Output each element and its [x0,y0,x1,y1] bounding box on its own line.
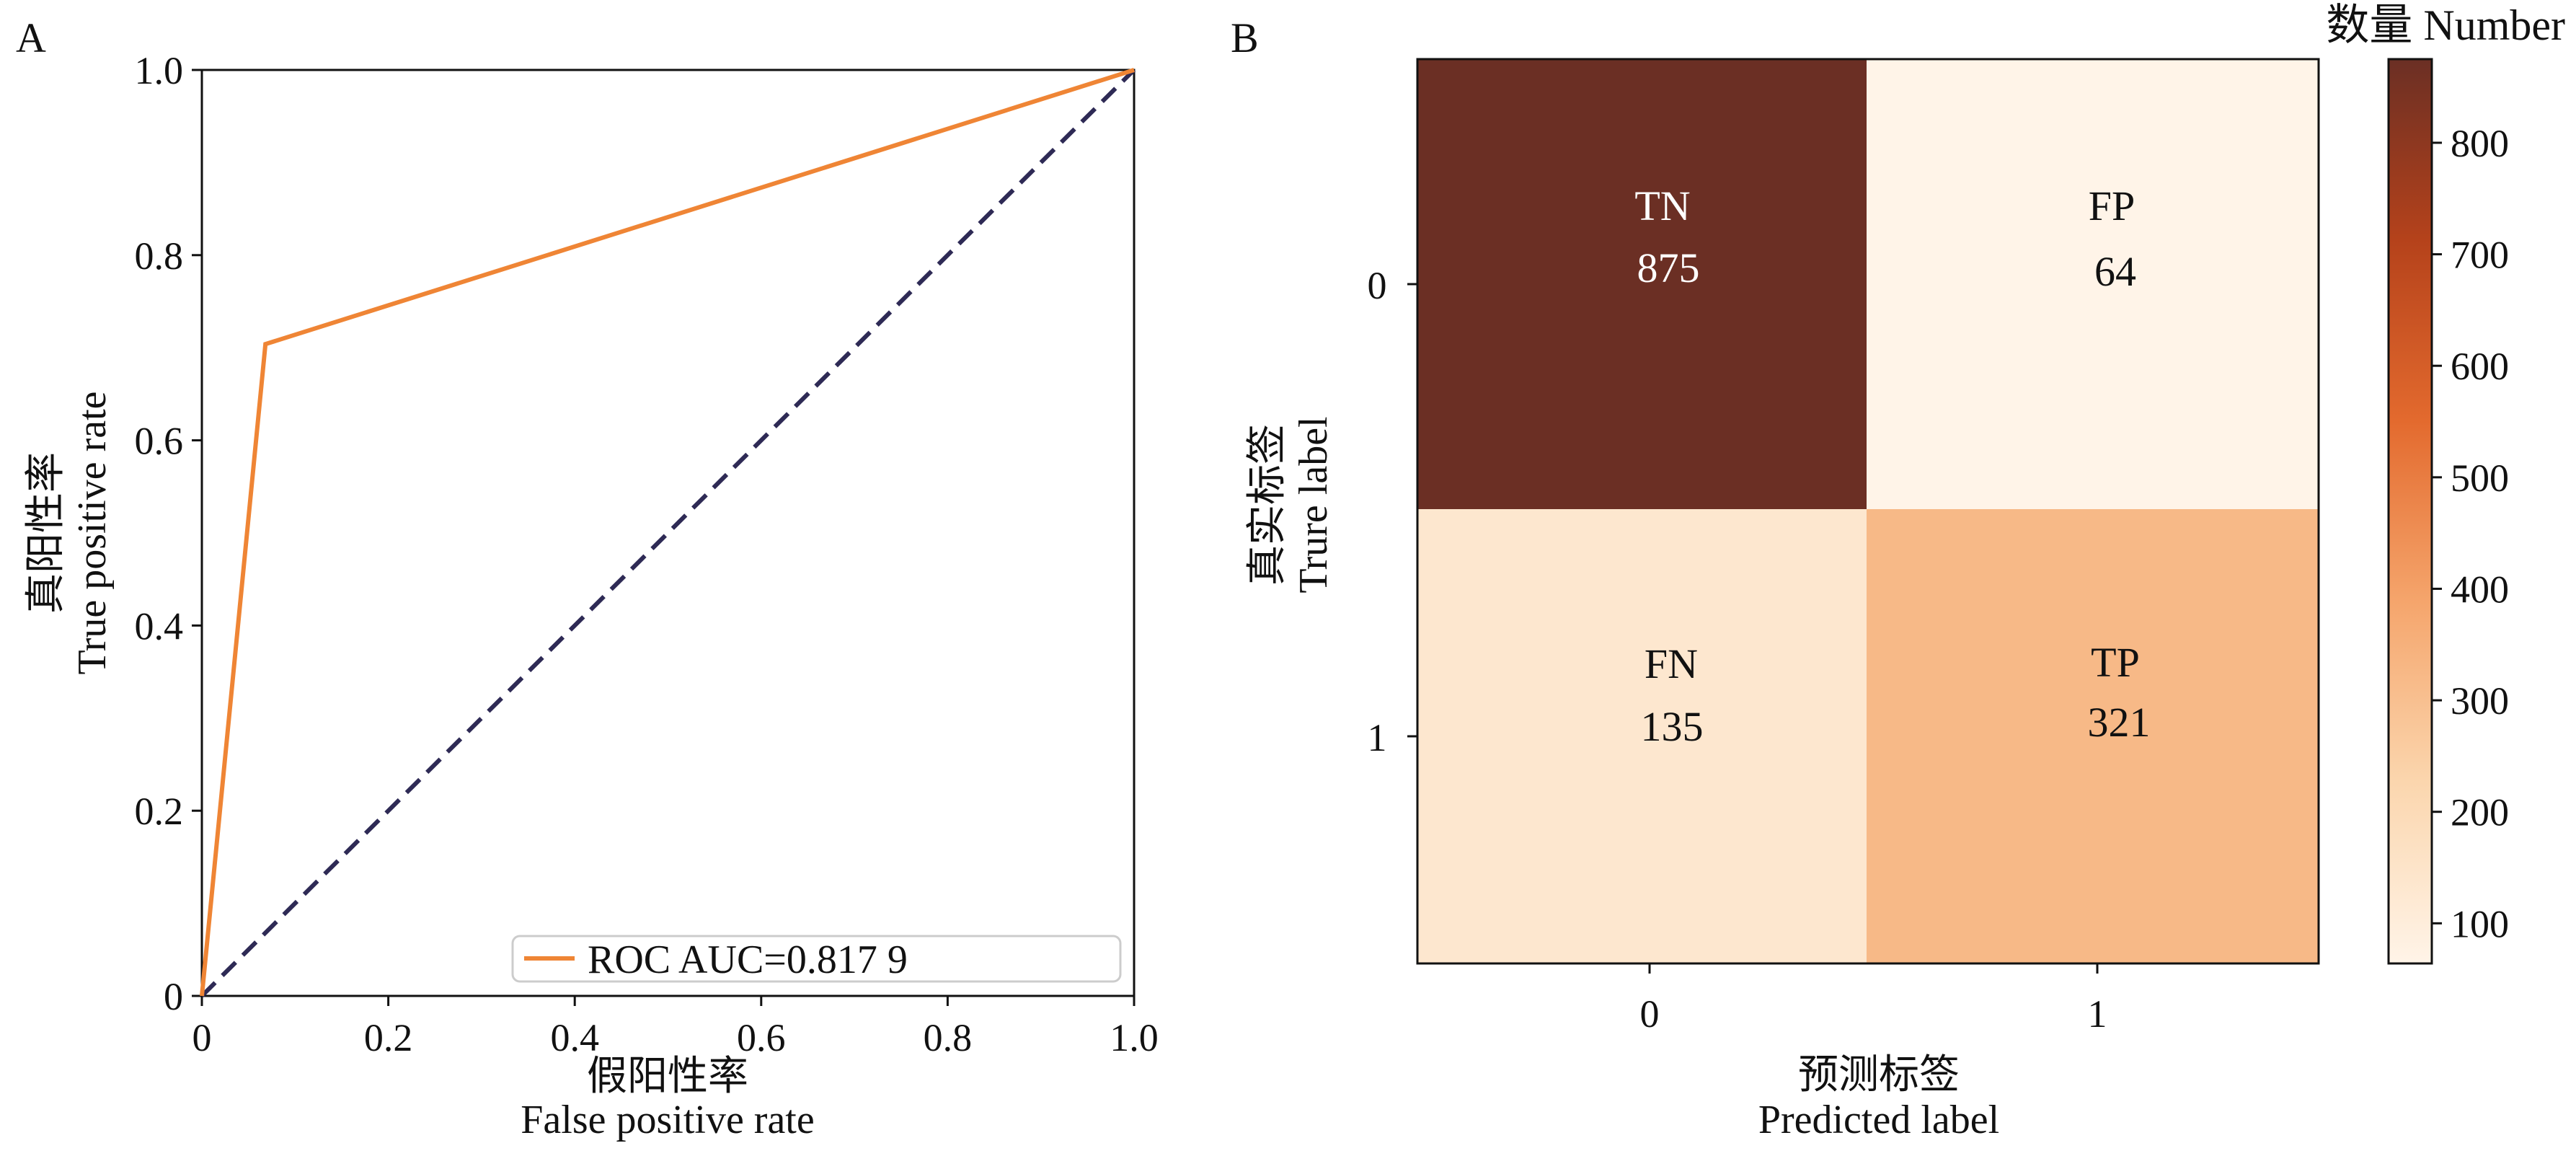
roc-curve-line [200,68,1135,997]
cell-label-tn: TN [1634,182,1690,229]
roc-y-tick-label: 1.0 [135,49,184,92]
matrix-frame [1416,58,2320,965]
colorbar [2387,58,2433,965]
roc-ylabel-en: True positive rate [70,392,115,675]
colorbar-tick-label: 600 [2451,345,2509,388]
roc-legend: ROC AUC=0.817 9 [511,935,1122,983]
cell-label-fp: FP [2089,182,2135,229]
roc-x-tick-label: 0.8 [924,1016,973,1059]
matrix-ylabel-cn: 真实标签 [1245,424,1290,586]
matrix-x-tick-label-0: 0 [1640,992,1660,1036]
roc-x-tick-label: 1.0 [1110,1016,1159,1059]
panel-letter-b: B [1231,14,1259,61]
matrix-ylabel-en: Trure label [1291,416,1336,593]
roc-x-ticks: 0 0.2 0.4 0.6 0.8 1.0 [192,996,1159,1059]
matrix-x-tick-label-1: 1 [2088,992,2107,1036]
roc-y-tick-label: 0.2 [135,790,184,833]
roc-x-tick-label: 0.4 [550,1016,599,1059]
confusion-matrix-panel: B TN 875 FP 64 FN 135 TP 321 0 1 0 1 预测标… [1231,1,2565,1142]
colorbar-tick-label: 200 [2451,791,2509,834]
roc-y-tick-label: 0.8 [135,234,184,278]
roc-ylabel-cn: 真阳性率 [24,452,68,614]
roc-y-tick-label: 0.6 [135,420,184,463]
cell-value-tn: 875 [1637,244,1700,291]
matrix-xlabel-cn: 预测标签 [1798,1053,1960,1098]
roc-legend-box [511,935,1122,983]
roc-y-tick-label: 0 [164,975,183,1018]
cell-value-fp: 64 [2094,248,2136,295]
colorbar-tick-label: 100 [2451,902,2509,945]
matrix-xlabel-en: Predicted label [1758,1098,1999,1142]
colorbar-tick-label: 300 [2451,679,2509,723]
roc-x-tick-label: 0 [192,1016,212,1059]
roc-y-ticks: 0 0.2 0.4 0.6 0.8 1.0 [135,49,202,1018]
cell-label-fn: FN [1645,640,1698,687]
matrix-y-tick-label-1: 1 [1368,716,1387,759]
cell-label-tp: TP [2091,639,2140,686]
colorbar-tick-label: 800 [2451,122,2509,165]
roc-x-tick-label: 0.6 [737,1016,786,1059]
cell-true-positive [1867,509,2319,963]
roc-plot-area [200,69,1136,997]
cell-false-negative [1417,509,1867,963]
panel-letter-a: A [16,14,46,61]
colorbar-ticks: 100 200 300 400 500 600 700 800 [2432,122,2509,945]
roc-y-tick-label: 0.4 [135,604,184,648]
roc-x-tick-label: 0.2 [364,1016,413,1059]
colorbar-tick-label: 400 [2451,568,2509,611]
roc-xlabel-en: False positive rate [521,1098,814,1142]
cell-true-negative [1417,59,1867,509]
chance-diagonal-line [200,68,1136,998]
colorbar-tick-label: 700 [2451,234,2509,277]
roc-legend-label: ROC AUC=0.817 9 [588,937,908,982]
colorbar-tick-label: 500 [2451,456,2509,500]
matrix-y-tick-label-0: 0 [1368,264,1387,307]
cell-false-positive [1867,59,2319,509]
roc-xlabel-cn: 假阳性率 [587,1054,748,1099]
cell-value-fn: 135 [1641,703,1704,750]
colorbar-title: 数量 Number [2326,1,2565,49]
cell-value-tp: 321 [2088,699,2151,746]
roc-panel: A 0 0.2 0.4 0.6 0.8 1.0 0 0.2 0.4 0.6 0.8 1.0 ROC … [16,14,1159,1142]
